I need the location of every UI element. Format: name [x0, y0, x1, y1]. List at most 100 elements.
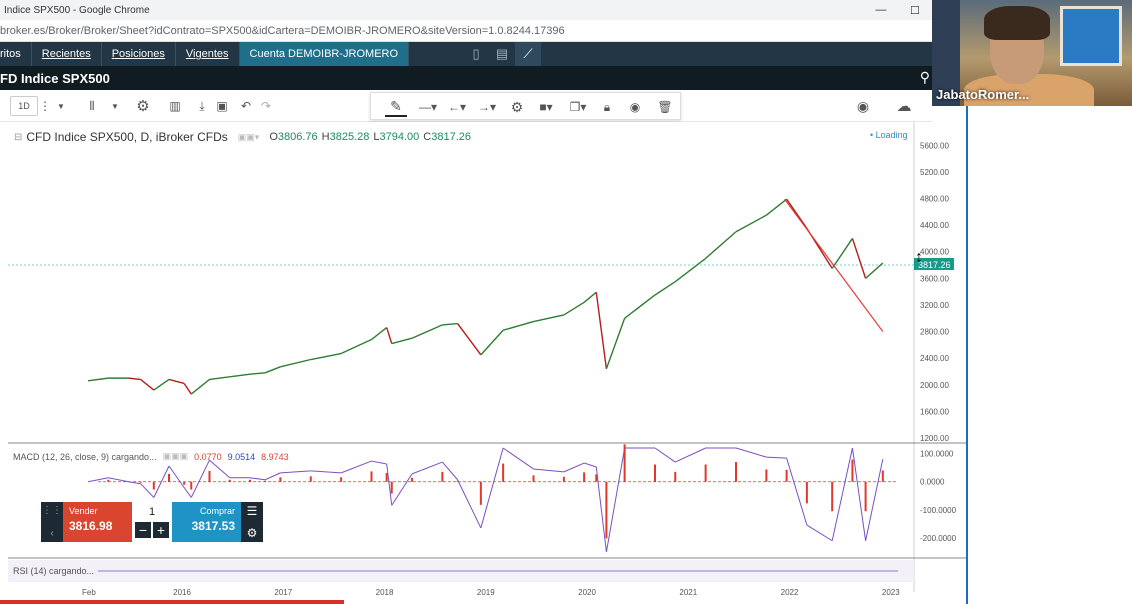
macd-histogram-bar [152, 481, 155, 490]
macd-histogram-bar [107, 479, 110, 482]
fill-icon[interactable]: ■▾ [539, 100, 553, 114]
nav-cuenta[interactable]: Cuenta DEMOIBR-JROMERO [239, 42, 410, 66]
line-end-icon[interactable]: →▾ [477, 100, 497, 114]
drag-handle[interactable]: ⋮⋮ ‹ [42, 505, 62, 539]
macd-histogram-bar [595, 474, 598, 482]
increase-quantity-button[interactable]: + [153, 522, 169, 538]
settings-gear-icon[interactable]: ⚙ [136, 98, 150, 115]
macd-histogram-bar [674, 471, 677, 482]
nav-favoritos[interactable]: ritos [0, 42, 32, 66]
price-segment [128, 377, 141, 381]
macd-segment [391, 473, 413, 506]
trade-settings-icon[interactable]: ⚙ [246, 526, 258, 540]
ohlc-high: H3825.28 [321, 131, 370, 143]
line-style-icon[interactable]: —▾ [418, 100, 438, 114]
macd-segment [735, 447, 767, 458]
price-segment [480, 329, 504, 356]
pencil-icon[interactable]: ✎ [385, 97, 407, 117]
macd-segment [766, 456, 787, 459]
candles-icon[interactable]: ⫴ [89, 98, 95, 113]
price-segment [595, 292, 608, 369]
draw-settings-icon[interactable]: ⚙ [510, 98, 524, 115]
macd-segment [595, 466, 607, 553]
chart-view-icon[interactable]: ⟋ [515, 42, 542, 66]
webcam-overlay: JabatoRomer... [932, 0, 1132, 106]
macd-segment [108, 477, 129, 483]
macd-histogram-bar [851, 459, 854, 482]
nav-posiciones[interactable]: Posiciones [102, 42, 176, 66]
nav-vigentes[interactable]: Vigentes [176, 42, 240, 66]
price-segment [624, 294, 656, 319]
x-tick-label: 2021 [679, 588, 697, 597]
macd-segment [411, 461, 443, 475]
y-tick-label: 4000.00 [920, 248, 949, 257]
url-text[interactable]: broker.es/Broker/Broker/Sheet?idContrato… [0, 24, 565, 37]
macd-segment [209, 459, 231, 479]
y-tick-label: 5600.00 [920, 141, 949, 150]
macd-histogram-bar [532, 475, 535, 482]
macd-tools-icon[interactable]: ▣▣▣ [162, 451, 189, 461]
save-icon[interactable]: ▣ [216, 99, 228, 113]
macd-segment [480, 447, 504, 529]
interval-more-icon[interactable]: ⋮ [39, 99, 51, 113]
interval-select[interactable]: 1D [10, 96, 38, 116]
chart-type-dropdown-icon[interactable]: ▼ [111, 101, 119, 111]
download-icon[interactable]: ⤓ [199, 98, 205, 113]
nav-recientes[interactable]: Recientes [32, 42, 102, 66]
indicators-icon[interactable]: ▥ [169, 99, 181, 113]
window-title: Indice SPX500 - Google Chrome [4, 4, 150, 16]
camera-icon[interactable]: ◉ [856, 97, 870, 114]
phone-view-icon[interactable]: ▯ [472, 46, 480, 61]
eye-icon[interactable]: ◉ [629, 100, 641, 114]
lock-icon[interactable]: 🔒︎ [603, 99, 611, 114]
interval-dropdown-icon[interactable]: ▼ [57, 101, 65, 111]
search-icon[interactable]: ⚲ [919, 69, 930, 85]
macd-segment [806, 524, 833, 542]
y-tick-label: 1200.00 [920, 434, 949, 443]
clone-icon[interactable]: ❐▾ [569, 100, 587, 114]
macd-histogram-bar [785, 469, 788, 482]
line-start-icon[interactable]: ←▾ [447, 100, 467, 114]
quantity-stepper[interactable]: 1 − + [132, 502, 172, 542]
macd-histogram-bar [385, 472, 388, 482]
quantity-value[interactable]: 1 [148, 506, 156, 518]
macd-segment [583, 462, 597, 468]
macd-histogram-bar [765, 469, 768, 482]
macd-histogram-bar [370, 471, 373, 482]
y-tick-label: 2000.00 [920, 381, 949, 390]
macd-tick-label: 100.0000 [920, 450, 954, 459]
last-price-tag: 3817.26 [918, 260, 951, 270]
maximize-button[interactable]: ☐ [910, 4, 920, 17]
macd-value-1: 0.0770 [194, 451, 222, 462]
macd-segment [190, 459, 210, 498]
price-segment [386, 327, 393, 344]
redo-icon[interactable]: ↷ [260, 99, 272, 113]
y-tick-label: 2800.00 [920, 328, 949, 337]
macd-histogram-bar [583, 472, 586, 482]
y-tick-label: 4400.00 [920, 221, 949, 230]
x-tick-label: Feb [82, 588, 96, 597]
drawing-toolbar: ✎ —▾ ←▾ →▾ ⚙ ■▾ ❐▾ 🔒︎ ◉ 🗑︎ [370, 92, 681, 120]
price-segment [502, 320, 534, 331]
legend-tools-icon[interactable]: ▣▣▾ [237, 131, 260, 142]
trash-icon[interactable]: 🗑︎ [657, 100, 673, 114]
price-segment [140, 378, 155, 391]
address-bar[interactable]: broker.es/Broker/Broker/Sheet?idContrato… [0, 20, 932, 42]
cloud-icon[interactable]: ☁ [896, 98, 912, 115]
price-segment [209, 376, 230, 381]
macd-histogram-bar [208, 470, 211, 482]
menu-icon[interactable]: ☰ [246, 504, 258, 518]
book-view-icon[interactable]: ▤ [495, 46, 509, 61]
decrease-quantity-button[interactable]: − [135, 522, 151, 538]
collapse-icon[interactable]: ⊟ [14, 131, 23, 143]
undo-icon[interactable]: ↶ [240, 99, 252, 113]
macd-segment [310, 470, 342, 474]
macd-histogram-bar [249, 479, 251, 482]
buy-button[interactable]: Comprar 3817.53 [172, 502, 241, 542]
macd-histogram-bar [309, 476, 312, 482]
sell-button[interactable]: Vender 3816.98 [63, 502, 132, 542]
y-tick-label: 3200.00 [920, 301, 949, 310]
price-segment [391, 337, 413, 345]
minimize-button[interactable]: — [875, 4, 887, 16]
sell-label: Vender [69, 506, 98, 516]
